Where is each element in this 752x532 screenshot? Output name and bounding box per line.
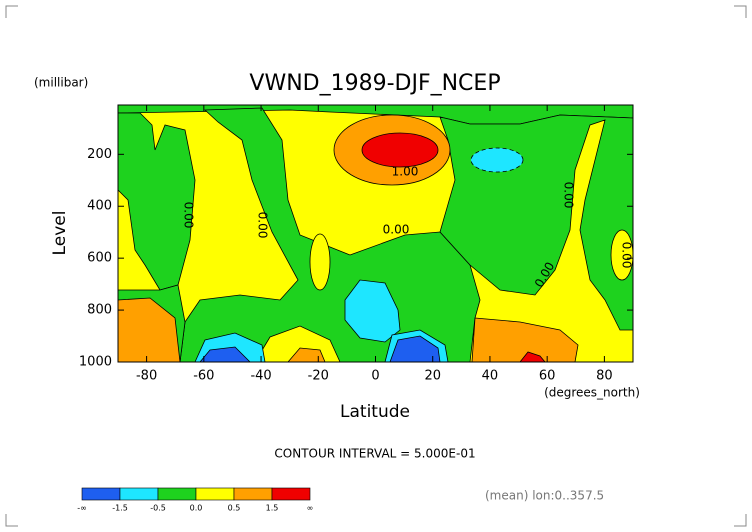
contour-label: 0.00 (562, 182, 576, 209)
colorbar-label: 1.5 (266, 504, 279, 513)
x-tick-label: -60 (193, 369, 214, 384)
colorbar-label: 0.0 (190, 504, 203, 513)
colorbar-box (195, 487, 235, 501)
contour-label: 0.00 (256, 212, 270, 239)
colorbar-label: -1.5 (112, 504, 128, 513)
positive-region (361, 132, 439, 168)
colorbar-label: -0.5 (150, 504, 166, 513)
y-tick-label: 800 (87, 303, 112, 318)
chart-title: VWND_1989-DJF_NCEP (249, 71, 500, 96)
positive-region (309, 233, 331, 291)
colorbar-box (233, 487, 273, 501)
colorbar-label: 0.5 (228, 504, 241, 513)
y-tick-label: 400 (87, 199, 112, 214)
y-unit: (millibar) (34, 76, 88, 90)
corner-marks (5, 5, 747, 527)
x-tick-label: 0 (371, 369, 379, 384)
y-tick-label: 200 (87, 147, 112, 162)
colorbar-box (81, 487, 121, 501)
colorbar-box (119, 487, 159, 501)
colorbar-label: -∞ (77, 504, 87, 513)
x-tick-label: -40 (250, 369, 271, 384)
x-tick-label: 40 (482, 369, 499, 384)
negative-region (470, 147, 524, 173)
contour-label: 0.00 (620, 242, 634, 269)
colorbar-box (271, 487, 311, 501)
contour-label: 0.00 (383, 223, 410, 237)
x-axis-label: Latitude (340, 402, 410, 422)
y-tick-label: 1000 (79, 355, 112, 370)
x-tick-label: -20 (308, 369, 329, 384)
y-tick-label: 600 (87, 251, 112, 266)
contour-interval: CONTOUR INTERVAL = 5.000E-01 (274, 447, 475, 461)
x-tick-label: -80 (136, 369, 157, 384)
contour-label: 1.00 (392, 165, 419, 179)
x-tick-label: 60 (539, 369, 556, 384)
contour-label: 0.00 (182, 202, 196, 229)
negative-region (117, 112, 196, 291)
colorbar-label: ∞ (307, 504, 314, 513)
x-tick-label: 80 (596, 369, 613, 384)
footer: (mean) lon:0..357.5 (485, 489, 604, 503)
plot-area: 0.00 0.00 0.000.000.000.001.00 (117, 104, 634, 363)
x-tick-label: 20 (424, 369, 441, 384)
colorbar-box (157, 487, 197, 501)
negative-region (344, 279, 401, 343)
x-unit: (degrees_north) (544, 386, 640, 400)
y-axis-label: Level (50, 211, 70, 256)
